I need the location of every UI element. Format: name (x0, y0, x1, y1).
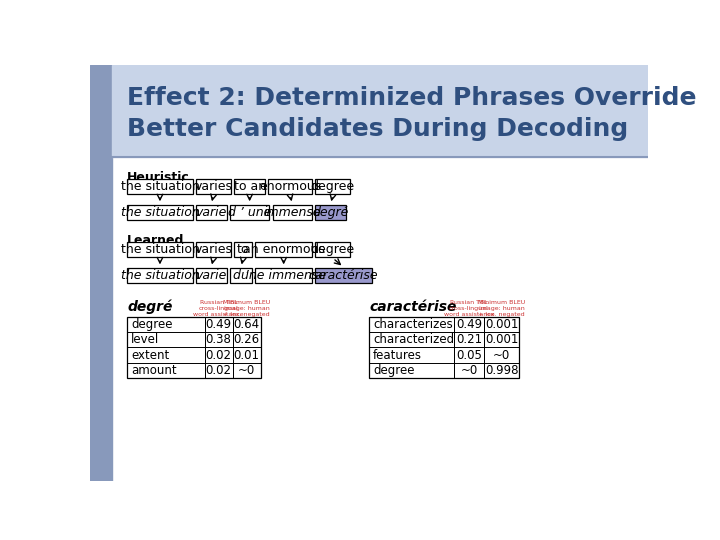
Text: amount: amount (131, 364, 176, 377)
Text: the situation: the situation (120, 269, 199, 282)
Text: 0.26: 0.26 (233, 333, 260, 346)
Text: 0.01: 0.01 (233, 349, 259, 362)
Text: Effect 2: Determinized Phrases Override: Effect 2: Determinized Phrases Override (127, 86, 697, 110)
Text: 0.02: 0.02 (206, 349, 232, 362)
Bar (196, 205, 227, 220)
Text: 0.998: 0.998 (485, 364, 518, 377)
Text: ~0: ~0 (493, 349, 510, 362)
Text: une immense: une immense (241, 269, 326, 282)
Text: the situation: the situation (120, 206, 199, 219)
Text: 0.02: 0.02 (206, 364, 232, 377)
Bar (127, 205, 193, 220)
Text: varie: varie (196, 206, 227, 219)
Bar (230, 205, 269, 220)
Text: 0.49: 0.49 (206, 318, 232, 331)
Text: the situation: the situation (120, 243, 199, 256)
Text: caractérise: caractérise (309, 269, 379, 282)
Text: d ’ une: d ’ une (228, 206, 271, 219)
Bar (234, 242, 252, 257)
Text: 0.49: 0.49 (456, 318, 482, 331)
Bar (127, 179, 193, 194)
Text: an enormous: an enormous (243, 243, 325, 256)
Bar (315, 242, 351, 257)
Text: characterized: characterized (373, 333, 454, 346)
Text: 0.001: 0.001 (485, 333, 518, 346)
Text: immense: immense (264, 206, 321, 219)
Text: Learned: Learned (127, 234, 184, 247)
Text: ~0: ~0 (460, 364, 477, 377)
Bar (112, 65, 648, 157)
Text: ~0: ~0 (238, 364, 255, 377)
Text: level: level (131, 333, 159, 346)
Bar (90, 65, 112, 481)
Text: Russian TBL
cross-lingual
word assistance: Russian TBL cross-lingual word assistanc… (444, 300, 495, 317)
Text: Minimum BLEU
image: human
+ lex. negated: Minimum BLEU image: human + lex. negated (478, 300, 525, 317)
Bar (315, 205, 346, 220)
Bar (315, 268, 372, 284)
Bar (196, 179, 231, 194)
Bar (255, 268, 312, 284)
Text: extent: extent (131, 349, 169, 362)
Text: Better Candidates During Decoding: Better Candidates During Decoding (127, 117, 629, 141)
Text: degré: degré (127, 300, 173, 314)
Text: varies: varies (194, 243, 233, 256)
Text: characterizes: characterizes (373, 318, 453, 331)
Text: d ’: d ’ (233, 269, 249, 282)
Bar (230, 268, 252, 284)
Text: features: features (373, 349, 422, 362)
Bar (268, 179, 312, 194)
Text: 0.21: 0.21 (456, 333, 482, 346)
Text: 0.64: 0.64 (233, 318, 260, 331)
Text: degré: degré (312, 206, 348, 219)
Text: to: to (237, 243, 249, 256)
Text: Russian TBL
cross-lingual
word assistance: Russian TBL cross-lingual word assistanc… (194, 300, 244, 317)
Text: degree: degree (311, 180, 355, 193)
Text: 0.38: 0.38 (206, 333, 232, 346)
Bar (234, 179, 265, 194)
Bar (196, 268, 227, 284)
Bar (196, 242, 231, 257)
Text: degree: degree (131, 318, 173, 331)
Bar (315, 179, 351, 194)
Text: 0.001: 0.001 (485, 318, 518, 331)
Bar (127, 316, 261, 378)
Text: degree: degree (373, 364, 415, 377)
Text: caractérise: caractérise (369, 300, 456, 314)
Text: the situation: the situation (120, 180, 199, 193)
Text: degree: degree (311, 243, 355, 256)
Text: Heuristic: Heuristic (127, 171, 190, 184)
Text: to an: to an (233, 180, 266, 193)
Bar (127, 242, 193, 257)
Text: varies: varies (194, 180, 233, 193)
Text: enormous: enormous (259, 180, 321, 193)
Bar (272, 205, 312, 220)
Text: Minimum BLEU
image: human
+ lex. negated: Minimum BLEU image: human + lex. negated (223, 300, 270, 317)
Bar (255, 242, 312, 257)
Bar (127, 268, 193, 284)
Text: varie: varie (196, 269, 227, 282)
Bar (369, 316, 519, 378)
Text: 0.05: 0.05 (456, 349, 482, 362)
